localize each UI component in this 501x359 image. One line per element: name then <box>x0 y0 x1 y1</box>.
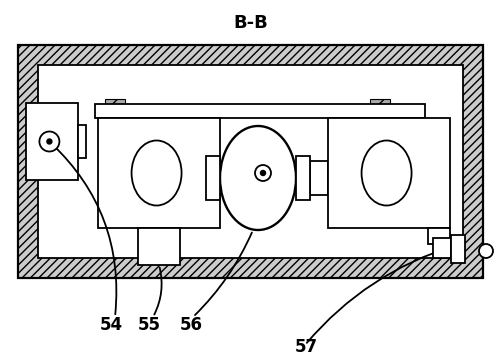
Bar <box>451 236 461 260</box>
Bar <box>369 99 389 104</box>
Text: 57: 57 <box>295 338 318 356</box>
Circle shape <box>260 171 265 176</box>
Bar <box>105 99 125 104</box>
Bar <box>18 45 482 278</box>
Bar <box>296 156 310 200</box>
Bar <box>310 161 327 195</box>
Bar <box>138 228 179 265</box>
Text: 55: 55 <box>138 316 161 334</box>
Circle shape <box>39 131 59 151</box>
Bar <box>26 103 78 180</box>
Ellipse shape <box>361 140 411 205</box>
Bar <box>327 118 449 228</box>
Circle shape <box>255 165 271 181</box>
Text: 56: 56 <box>180 316 202 334</box>
Bar <box>98 118 219 228</box>
Bar <box>427 228 449 244</box>
Text: B-B: B-B <box>233 14 268 32</box>
Bar <box>78 125 86 158</box>
Bar <box>95 104 424 118</box>
Text: 54: 54 <box>100 316 123 334</box>
Bar <box>450 235 464 263</box>
Circle shape <box>478 244 492 258</box>
Bar <box>432 238 450 258</box>
Bar <box>38 65 462 258</box>
Ellipse shape <box>131 140 181 205</box>
Bar <box>205 156 219 200</box>
Circle shape <box>47 139 52 144</box>
Ellipse shape <box>219 126 296 230</box>
